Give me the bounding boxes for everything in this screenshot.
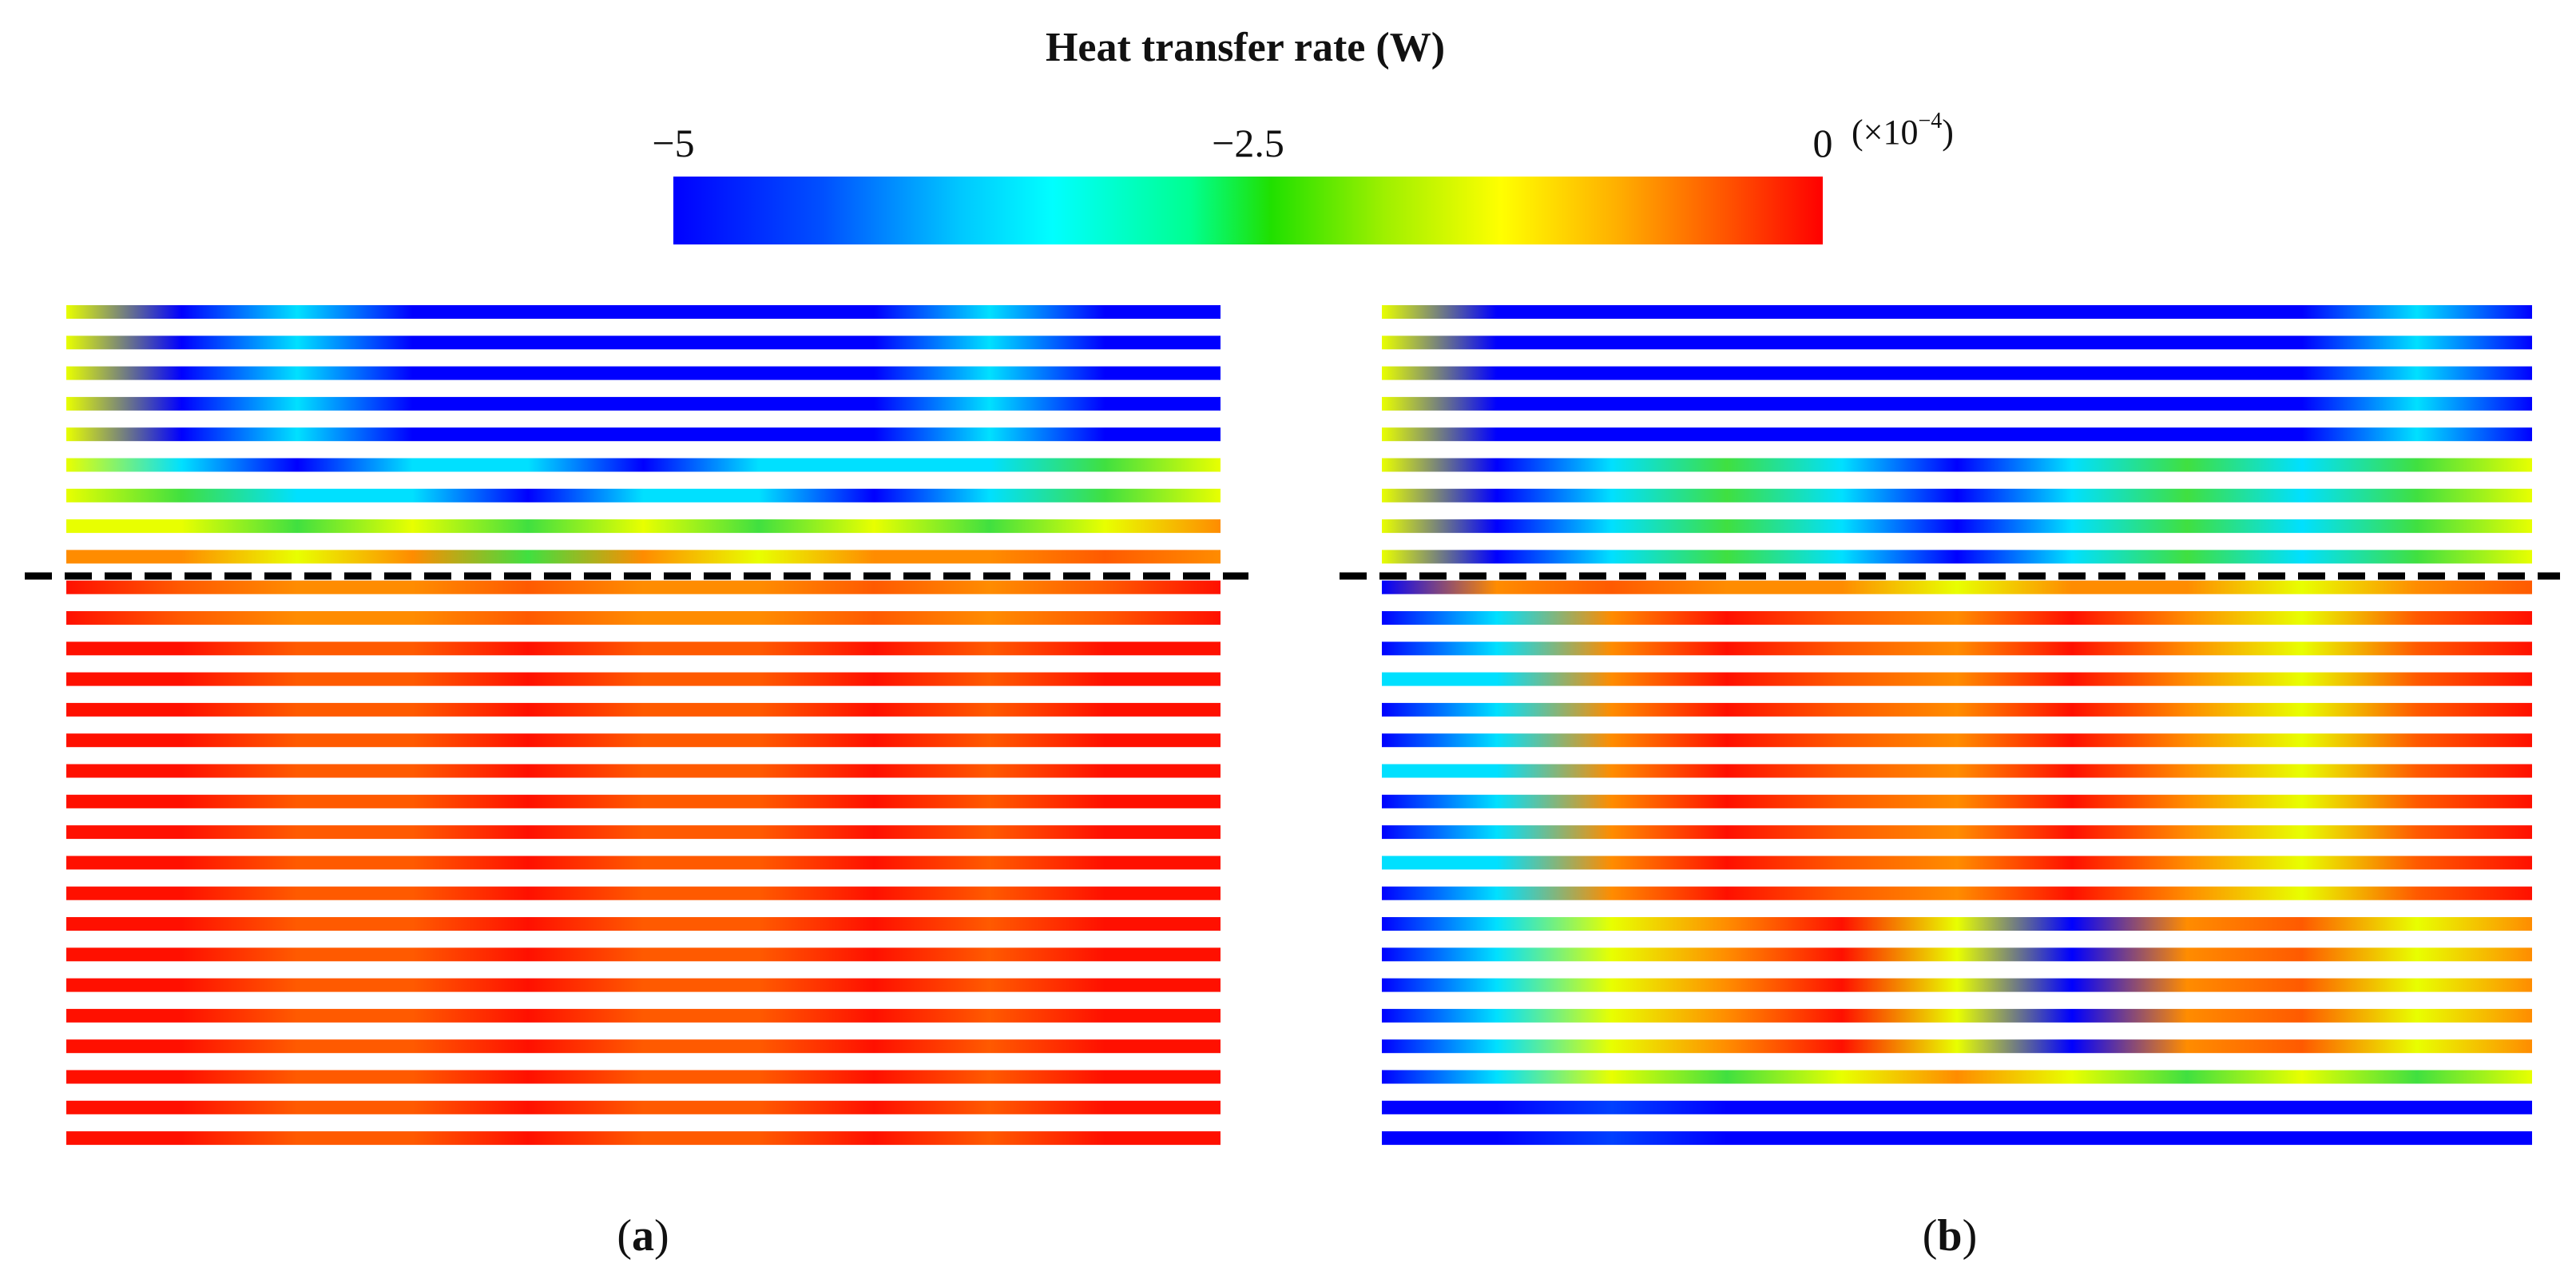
colorbar-title: Heat transfer rate (W) [1046, 25, 1445, 70]
stripe [66, 366, 1221, 380]
stripe [66, 856, 1221, 870]
stripe [1382, 764, 2532, 778]
stripe [1382, 611, 2532, 625]
panel-letter: a [632, 1211, 654, 1261]
paren: ) [1963, 1211, 1978, 1261]
stripe [1382, 947, 2532, 962]
stripe [66, 611, 1221, 625]
stripe [66, 702, 1221, 717]
stripe [66, 580, 1221, 594]
stripe [1382, 366, 2532, 380]
stripe [66, 396, 1221, 411]
stripe [66, 947, 1221, 962]
stripe [66, 1070, 1221, 1084]
stripe [1382, 794, 2532, 808]
stripe [1382, 917, 2532, 931]
colorbar [673, 177, 1823, 244]
stripe [1382, 1131, 2532, 1146]
stripe [1382, 825, 2532, 840]
colorbar-tick-label: 0 [1813, 121, 1833, 165]
stripe [66, 427, 1221, 442]
colorbar-tick-label: −2.5 [1212, 121, 1284, 165]
stripe [1382, 1070, 2532, 1084]
stripe [66, 1039, 1221, 1054]
colorbar-multiplier: (×10−4) [1852, 109, 1954, 152]
colorbar-tick-label: −5 [652, 121, 694, 165]
panels [25, 305, 2560, 1146]
paren: ) [654, 1211, 669, 1261]
stripe [1382, 1039, 2532, 1054]
stripe [1382, 978, 2532, 992]
stripe [66, 978, 1221, 992]
stripe [1382, 519, 2532, 534]
stripe [66, 733, 1221, 748]
multiplier-exponent: −4 [1918, 109, 1942, 133]
stripe [66, 917, 1221, 931]
stripe [1382, 886, 2532, 900]
stripe [66, 825, 1221, 840]
stripe [1382, 702, 2532, 717]
stripe [66, 642, 1221, 656]
stripe [66, 1100, 1221, 1114]
stripe [1382, 550, 2532, 564]
stripe [1382, 396, 2532, 411]
stripe [1382, 1008, 2532, 1023]
stripe [1382, 856, 2532, 870]
panel-letter: b [1937, 1211, 1962, 1261]
stripe [66, 488, 1221, 502]
stripe [66, 1008, 1221, 1023]
stripe [66, 672, 1221, 686]
panel-label: (a) [617, 1211, 669, 1261]
stripe [1382, 488, 2532, 502]
stripe [1382, 642, 2532, 656]
stripe [1382, 427, 2532, 442]
panel-label: (b) [1923, 1211, 1977, 1261]
stripe [1382, 336, 2532, 350]
stripe [66, 336, 1221, 350]
stripe [66, 305, 1221, 319]
paren: ( [1923, 1211, 1938, 1261]
paren: ( [617, 1211, 632, 1261]
stripe [66, 519, 1221, 534]
stripe [1382, 580, 2532, 594]
colorbar-ticks: −5 −2.5 0 [652, 121, 1832, 165]
stripe [66, 458, 1221, 472]
stripe [66, 550, 1221, 564]
multiplier-prefix: (×10 [1852, 113, 1918, 152]
stripe [66, 1131, 1221, 1146]
stripe [1382, 733, 2532, 748]
stripe [66, 794, 1221, 808]
stripe [1382, 1100, 2532, 1114]
stripe [1382, 458, 2532, 472]
stripe [66, 764, 1221, 778]
stripe [66, 886, 1221, 900]
multiplier-suffix: ) [1942, 113, 1954, 152]
stripe [1382, 672, 2532, 686]
stripe [1382, 305, 2532, 319]
